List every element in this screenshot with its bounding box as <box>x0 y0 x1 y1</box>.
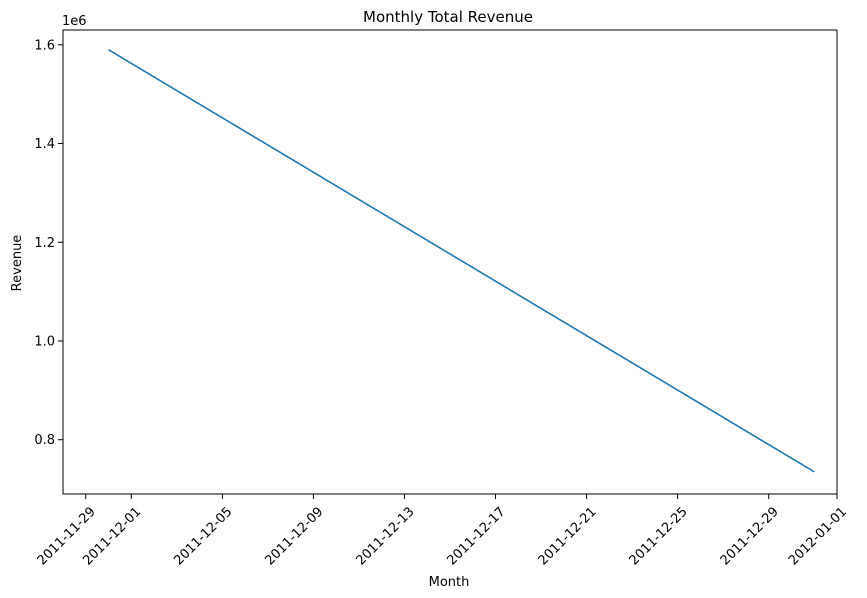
series-layer <box>108 49 815 473</box>
x-tick-label: 2011-12-13 <box>353 504 417 568</box>
x-tick-label: 2012-01-01 <box>786 504 850 568</box>
chart-title: Monthly Total Revenue <box>363 8 533 26</box>
y-tick-label: 1.6 <box>34 38 55 53</box>
y-tick-label: 1.2 <box>34 236 55 251</box>
y-tick-label: 0.8 <box>34 433 55 448</box>
x-tick-label: 2011-12-29 <box>718 504 782 568</box>
plot-frame <box>62 29 838 495</box>
y-tick-label: 1.4 <box>34 137 55 152</box>
x-tick-label: 2011-12-09 <box>262 504 326 568</box>
y-axis-label: Revenue <box>10 235 25 292</box>
x-tick-label: 2011-12-05 <box>171 504 235 568</box>
y-tick-label: 1.0 <box>34 334 55 349</box>
y-offset-label: 1e6 <box>62 14 87 29</box>
x-tick-label: 2011-12-17 <box>445 504 509 568</box>
x-tick-label: 2011-12-25 <box>627 504 691 568</box>
x-axis-label: Month <box>429 575 470 590</box>
y-axis-ticks: 0.8 1.0 1.2 1.4 1.6 <box>34 38 63 448</box>
x-tick-label: 2011-12-21 <box>536 504 600 568</box>
series-line-0 <box>108 49 815 473</box>
